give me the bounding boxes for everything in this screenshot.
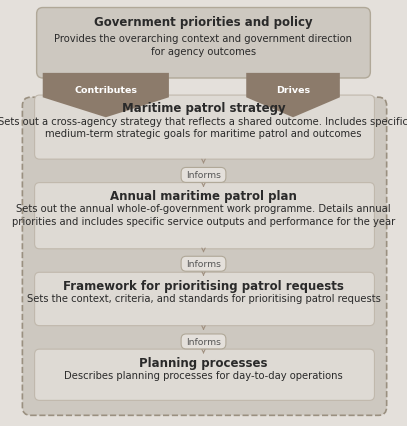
FancyBboxPatch shape: [35, 96, 374, 160]
Text: Government priorities and policy: Government priorities and policy: [94, 16, 313, 29]
Text: Framework for prioritising patrol requests: Framework for prioritising patrol reques…: [63, 279, 344, 292]
Text: Annual maritime patrol plan: Annual maritime patrol plan: [110, 190, 297, 202]
Text: Informs: Informs: [186, 259, 221, 269]
Text: Sets the context, criteria, and standards for prioritising patrol requests: Sets the context, criteria, and standard…: [26, 293, 381, 303]
Text: Drives: Drives: [276, 86, 310, 95]
FancyBboxPatch shape: [35, 183, 374, 249]
FancyBboxPatch shape: [181, 168, 226, 183]
Polygon shape: [246, 74, 340, 118]
Text: Contributes: Contributes: [74, 86, 137, 95]
Text: Planning processes: Planning processes: [139, 356, 268, 368]
FancyBboxPatch shape: [181, 256, 226, 272]
Polygon shape: [43, 74, 169, 118]
Text: Describes planning processes for day-to-day operations: Describes planning processes for day-to-…: [64, 370, 343, 380]
FancyBboxPatch shape: [37, 9, 370, 79]
Text: Sets out the annual whole-of-government work programme. Details annual
prioritie: Sets out the annual whole-of-government …: [12, 204, 395, 226]
Text: Sets out a cross-agency strategy that reflects a shared outcome. Includes specif: Sets out a cross-agency strategy that re…: [0, 116, 407, 139]
Text: Informs: Informs: [186, 337, 221, 346]
Text: Maritime patrol strategy: Maritime patrol strategy: [122, 102, 285, 115]
FancyBboxPatch shape: [35, 349, 374, 400]
FancyBboxPatch shape: [35, 273, 374, 326]
Text: Informs: Informs: [186, 171, 221, 180]
FancyBboxPatch shape: [181, 334, 226, 349]
Text: Provides the overarching context and government direction
for agency outcomes: Provides the overarching context and gov…: [55, 34, 352, 57]
FancyBboxPatch shape: [22, 98, 387, 415]
